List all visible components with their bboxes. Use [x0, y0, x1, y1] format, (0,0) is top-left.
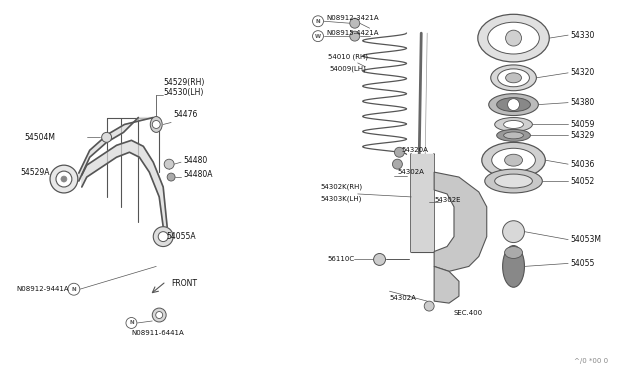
Text: 54302E: 54302E [434, 197, 461, 203]
Ellipse shape [497, 129, 531, 141]
Circle shape [152, 121, 160, 128]
Ellipse shape [497, 98, 531, 112]
Text: N08915-4421A: N08915-4421A [326, 30, 378, 36]
Ellipse shape [498, 69, 529, 87]
Circle shape [167, 173, 175, 181]
Text: SEC.400: SEC.400 [454, 310, 483, 316]
Text: 54302A: 54302A [397, 169, 424, 175]
Text: FRONT: FRONT [171, 279, 197, 288]
Circle shape [350, 31, 360, 41]
Text: 54302A: 54302A [390, 295, 417, 301]
Text: N08911-6441A: N08911-6441A [131, 330, 184, 336]
Circle shape [374, 253, 385, 265]
Ellipse shape [482, 142, 545, 178]
Ellipse shape [484, 169, 542, 193]
Circle shape [156, 312, 163, 318]
Text: 54055: 54055 [570, 259, 595, 268]
Ellipse shape [502, 246, 524, 287]
Circle shape [502, 221, 524, 243]
Polygon shape [434, 172, 487, 271]
Circle shape [394, 147, 404, 157]
Text: 54476: 54476 [173, 110, 198, 119]
Text: 54529(RH): 54529(RH) [163, 78, 205, 87]
Ellipse shape [506, 73, 522, 83]
Text: 54320: 54320 [570, 68, 595, 77]
Circle shape [102, 132, 111, 142]
Ellipse shape [504, 121, 524, 128]
Text: 54330: 54330 [570, 31, 595, 40]
Ellipse shape [495, 118, 532, 131]
Text: 54053M: 54053M [570, 235, 601, 244]
Circle shape [424, 301, 434, 311]
Circle shape [153, 227, 173, 247]
Text: 54329: 54329 [570, 131, 595, 140]
Text: W: W [315, 33, 321, 39]
Polygon shape [434, 266, 459, 303]
Text: 54059: 54059 [570, 120, 595, 129]
Circle shape [312, 31, 323, 42]
Ellipse shape [491, 65, 536, 91]
Polygon shape [82, 140, 167, 227]
Text: N08912-9441A: N08912-9441A [16, 286, 69, 292]
Circle shape [158, 232, 168, 241]
Text: 54380: 54380 [570, 98, 595, 107]
Circle shape [56, 171, 72, 187]
Text: 54036: 54036 [570, 160, 595, 169]
Circle shape [126, 318, 137, 328]
Text: 54010 (RH): 54010 (RH) [328, 54, 368, 60]
Circle shape [350, 18, 360, 28]
Circle shape [50, 165, 78, 193]
Text: 54504M: 54504M [24, 133, 55, 142]
Text: 54009(LH): 54009(LH) [330, 65, 367, 72]
Text: N: N [316, 19, 321, 24]
Text: 54052: 54052 [570, 177, 595, 186]
Circle shape [164, 159, 174, 169]
Text: N: N [72, 287, 76, 292]
Text: 54320A: 54320A [401, 147, 428, 153]
Text: ^/0 *00 0: ^/0 *00 0 [573, 358, 608, 364]
Text: 54303K(LH): 54303K(LH) [320, 196, 362, 202]
Circle shape [152, 308, 166, 322]
Text: 54480A: 54480A [183, 170, 212, 179]
Text: N08912-3421A: N08912-3421A [326, 15, 379, 21]
Text: N: N [129, 320, 134, 326]
Text: 54530(LH): 54530(LH) [163, 88, 204, 97]
Polygon shape [79, 118, 153, 181]
Polygon shape [412, 154, 434, 251]
Ellipse shape [488, 22, 540, 54]
Ellipse shape [478, 14, 549, 62]
Text: 54480: 54480 [183, 156, 207, 165]
Circle shape [392, 159, 403, 169]
Ellipse shape [495, 174, 532, 188]
Ellipse shape [489, 94, 538, 116]
Ellipse shape [504, 247, 522, 259]
Text: 54529A: 54529A [20, 168, 50, 177]
Circle shape [508, 99, 520, 110]
Circle shape [61, 176, 67, 182]
Text: 54302K(RH): 54302K(RH) [320, 184, 362, 190]
Text: 56110C: 56110C [328, 256, 355, 263]
Ellipse shape [504, 132, 524, 139]
Circle shape [68, 283, 80, 295]
Ellipse shape [150, 116, 162, 132]
Text: 54055A: 54055A [166, 232, 196, 241]
Ellipse shape [492, 148, 536, 172]
Circle shape [312, 16, 323, 27]
Circle shape [506, 30, 522, 46]
Ellipse shape [504, 154, 522, 166]
